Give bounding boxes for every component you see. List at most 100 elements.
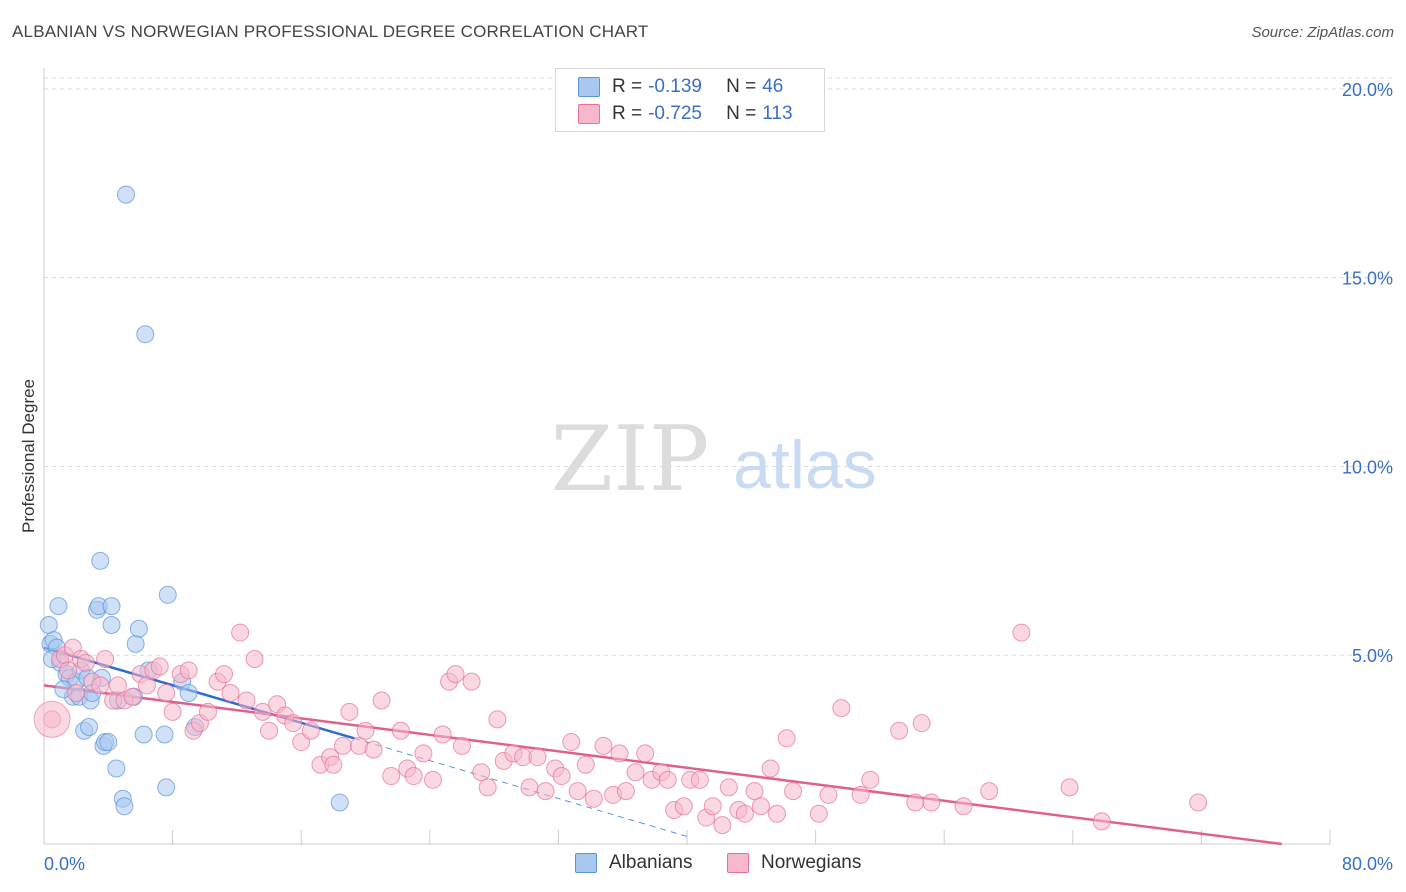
albanian-point[interactable]: [134, 725, 153, 744]
norwegian-point[interactable]: [954, 797, 973, 816]
norwegian-point[interactable]: [703, 797, 722, 816]
norwegian-point[interactable]: [1012, 623, 1031, 642]
norwegian-point[interactable]: [1060, 778, 1079, 797]
norwegian-point[interactable]: [610, 744, 629, 763]
norwegian-point[interactable]: [96, 649, 115, 668]
norwegian-point[interactable]: [922, 793, 941, 812]
norwegian-point[interactable]: [108, 676, 127, 695]
norwegian-point[interactable]: [851, 785, 870, 804]
norwegian-point[interactable]: [819, 785, 838, 804]
albanian-point[interactable]: [158, 585, 177, 604]
norwegian-point[interactable]: [768, 804, 787, 823]
albanian-point[interactable]: [330, 793, 349, 812]
norwegian-point[interactable]: [324, 755, 343, 774]
norwegian-point[interactable]: [163, 702, 182, 721]
norwegian-point[interactable]: [333, 736, 352, 755]
albanian-point[interactable]: [80, 717, 99, 736]
norwegian-point[interactable]: [568, 782, 587, 801]
norwegian-point[interactable]: [452, 736, 471, 755]
norwegian-point[interactable]: [478, 778, 497, 797]
norwegian-point-large[interactable]: [33, 700, 71, 738]
norwegian-point[interactable]: [735, 804, 754, 823]
norwegian-point[interactable]: [1189, 793, 1208, 812]
norwegian-point[interactable]: [221, 683, 240, 702]
norwegian-point[interactable]: [562, 733, 581, 752]
norwegian-point[interactable]: [626, 763, 645, 782]
norwegian-point[interactable]: [674, 797, 693, 816]
norwegian-point[interactable]: [91, 676, 110, 695]
norwegian-point[interactable]: [301, 721, 320, 740]
norwegian-point[interactable]: [690, 770, 709, 789]
norwegian-point[interactable]: [832, 699, 851, 718]
albanian-point[interactable]: [136, 325, 155, 344]
albanian-point[interactable]: [155, 725, 174, 744]
norwegian-point[interactable]: [761, 759, 780, 778]
norwegian-point[interactable]: [784, 782, 803, 801]
norwegian-point[interactable]: [284, 714, 303, 733]
albanian-point[interactable]: [91, 551, 110, 570]
norwegian-point[interactable]: [59, 661, 78, 680]
norwegian-point[interactable]: [245, 649, 264, 668]
norwegian-point[interactable]: [414, 744, 433, 763]
norwegian-point[interactable]: [616, 782, 635, 801]
norwegian-point[interactable]: [179, 661, 198, 680]
norwegian-point[interactable]: [719, 778, 738, 797]
norwegian-point[interactable]: [404, 767, 423, 786]
norwegian-point[interactable]: [260, 721, 279, 740]
norwegian-point[interactable]: [890, 721, 909, 740]
norwegian-point[interactable]: [231, 623, 250, 642]
norwegian-point[interactable]: [528, 748, 547, 767]
norwegian-point[interactable]: [215, 665, 234, 684]
albanian-point[interactable]: [157, 778, 176, 797]
norwegian-point[interactable]: [1092, 812, 1111, 831]
legend-item-albanians[interactable]: Albanians: [575, 852, 692, 874]
norwegian-point[interactable]: [157, 683, 176, 702]
albanian-point[interactable]: [115, 797, 134, 816]
norwegian-point[interactable]: [488, 710, 507, 729]
norwegian-point[interactable]: [745, 782, 764, 801]
norwegian-point[interactable]: [446, 665, 465, 684]
norwegian-point[interactable]: [237, 691, 256, 710]
norwegian-point[interactable]: [433, 725, 452, 744]
albanian-point[interactable]: [179, 683, 198, 702]
norwegian-point[interactable]: [150, 657, 169, 676]
albanian-point[interactable]: [102, 597, 121, 616]
norwegian-point[interactable]: [472, 763, 491, 782]
albanian-point[interactable]: [126, 634, 145, 653]
norwegian-point[interactable]: [658, 770, 677, 789]
norwegian-point[interactable]: [536, 782, 555, 801]
norwegian-point[interactable]: [67, 683, 86, 702]
norwegian-point[interactable]: [391, 721, 410, 740]
albanian-point[interactable]: [116, 185, 135, 204]
norwegian-point[interactable]: [584, 789, 603, 808]
norwegian-point[interactable]: [777, 729, 796, 748]
norwegian-point[interactable]: [253, 702, 272, 721]
norwegian-point[interactable]: [906, 793, 925, 812]
albanian-point[interactable]: [39, 616, 58, 635]
norwegian-point[interactable]: [636, 744, 655, 763]
norwegian-point[interactable]: [912, 714, 931, 733]
norwegian-point[interactable]: [594, 736, 613, 755]
norwegian-point[interactable]: [576, 755, 595, 774]
norwegian-point[interactable]: [198, 702, 217, 721]
albanian-point[interactable]: [102, 616, 121, 635]
norwegian-point[interactable]: [462, 672, 481, 691]
norwegian-point[interactable]: [809, 804, 828, 823]
norwegian-point[interactable]: [76, 653, 95, 672]
norwegian-point[interactable]: [713, 816, 732, 835]
norwegian-point[interactable]: [372, 691, 391, 710]
norwegian-point[interactable]: [340, 702, 359, 721]
norwegian-point[interactable]: [520, 778, 539, 797]
norwegian-point[interactable]: [364, 740, 383, 759]
norwegian-point[interactable]: [980, 782, 999, 801]
norwegian-point[interactable]: [861, 770, 880, 789]
norwegian-point[interactable]: [424, 770, 443, 789]
norwegian-point[interactable]: [137, 676, 156, 695]
albanian-point[interactable]: [99, 733, 118, 752]
norwegian-point[interactable]: [751, 797, 770, 816]
norwegian-point[interactable]: [382, 767, 401, 786]
albanian-point[interactable]: [107, 759, 126, 778]
albanian-point[interactable]: [129, 619, 148, 638]
norwegian-point[interactable]: [123, 687, 142, 706]
norwegian-point[interactable]: [356, 721, 375, 740]
